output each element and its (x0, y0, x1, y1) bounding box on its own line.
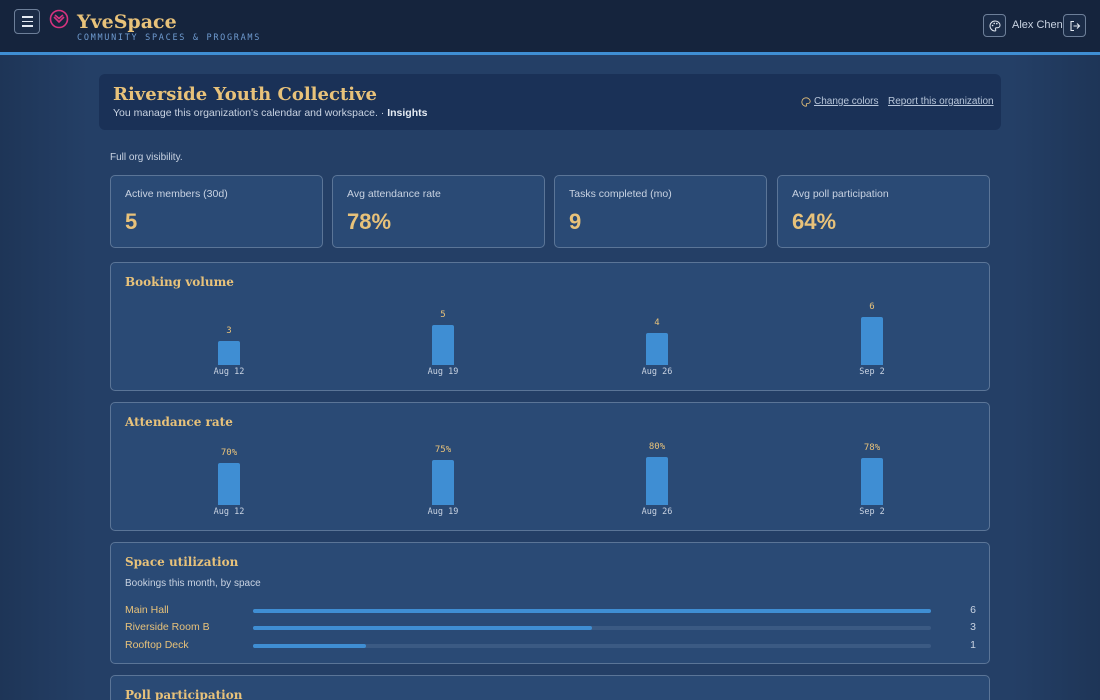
chart-bar (646, 457, 668, 505)
utilization-row: Main Hall 6 (125, 604, 976, 618)
bar-value-label: 75% (434, 445, 452, 455)
stat-label: Tasks completed (mo) (569, 188, 672, 200)
brand-name[interactable]: YveSpace (77, 11, 177, 33)
visibility-note: Full org visibility. (110, 152, 183, 163)
stat-value: 9 (569, 209, 582, 234)
hamburger-icon (21, 16, 33, 18)
bar-value-label: 6 (869, 302, 875, 312)
panel-title: Space utilization (125, 555, 239, 569)
palette-icon (801, 96, 811, 107)
stat-card-attendance: Avg attendance rate 78% (332, 175, 545, 248)
panel-title: Poll participation (125, 688, 243, 700)
chart-bar (218, 463, 240, 505)
utilization-row: Rooftop Deck 1 (125, 639, 976, 653)
theme-button[interactable] (983, 14, 1006, 37)
space-name: Rooftop Deck (125, 639, 189, 651)
utilization-track (253, 644, 931, 648)
space-name: Main Hall (125, 604, 169, 616)
booking-count: 3 (970, 621, 976, 633)
chart-bar (646, 333, 668, 365)
bar-category-label: Sep 2 (859, 507, 885, 517)
booking-volume-panel: Booking volume 3 Aug 12 5 Aug 19 4 Aug 26 6 Sep… (110, 262, 990, 391)
chart-bar (861, 458, 883, 505)
bar-category-label: Aug 12 (213, 367, 245, 377)
bar-category-label: Aug 26 (641, 367, 673, 377)
stat-card-active-members: Active members (30d) 5 (110, 175, 323, 248)
stat-value: 64% (792, 209, 837, 234)
top-bar: YveSpace COMMUNITY SPACES & PROGRAMS Ale… (0, 0, 1100, 55)
attendance-rate-chart: 70% Aug 12 75% Aug 19 80% Aug 26 78% Sep 2 (111, 403, 991, 531)
org-subtitle: You manage this organization's calendar … (113, 107, 428, 119)
utilization-row: Riverside Room B 3 (125, 621, 976, 635)
chart-title: Attendance rate (125, 415, 233, 429)
stat-card-poll: Avg poll participation 64% (777, 175, 990, 248)
bar-value-label: 70% (220, 448, 238, 458)
chart-bar (861, 317, 883, 365)
brand-tagline: COMMUNITY SPACES & PROGRAMS (77, 33, 262, 43)
stat-label: Avg poll participation (792, 188, 889, 200)
utilization-bar (253, 626, 592, 630)
space-utilization-panel: Space utilization Bookings this month, b… (110, 542, 990, 664)
bar-value-label: 4 (654, 318, 660, 328)
panel-subtitle: Bookings this month, by space (125, 578, 261, 589)
booking-volume-chart: 3 Aug 12 5 Aug 19 4 Aug 26 6 Sep 2 (111, 263, 991, 391)
chart-bar (432, 325, 454, 365)
menu-button[interactable] (14, 9, 40, 34)
chart-bar (432, 460, 454, 505)
report-organization-link[interactable]: Report this organization (888, 96, 994, 107)
chart-title: Booking volume (125, 275, 234, 289)
bar-value-label: 5 (440, 310, 446, 320)
attendance-rate-panel: Attendance rate 70% Aug 12 75% Aug 19 80% Aug… (110, 402, 990, 531)
bar-category-label: Aug 12 (213, 507, 245, 517)
utilization-track (253, 626, 931, 630)
logout-icon (1069, 20, 1080, 31)
palette-icon (989, 19, 1001, 32)
change-colors-link[interactable]: Change colors (801, 96, 878, 107)
poll-participation-panel: Poll participation (110, 675, 990, 700)
bar-value-label: 78% (863, 443, 881, 454)
bar-category-label: Aug 19 (427, 507, 459, 517)
bar-value-label: 80% (648, 442, 666, 452)
utilization-track (253, 609, 931, 613)
chart-bar (218, 341, 240, 365)
utilization-bar (253, 609, 931, 613)
stat-value: 78% (347, 209, 392, 234)
org-title: Riverside Youth Collective (113, 84, 377, 105)
bar-category-label: Sep 2 (859, 367, 885, 377)
utilization-bar (253, 644, 366, 648)
bar-category-label: Aug 19 (427, 367, 459, 377)
booking-count: 1 (970, 639, 976, 651)
stat-card-tasks: Tasks completed (mo) 9 (554, 175, 767, 248)
bar-category-label: Aug 26 (641, 507, 673, 517)
booking-count: 6 (970, 604, 976, 616)
section-name: Insights (387, 107, 428, 119)
logout-button[interactable] (1063, 14, 1086, 37)
stat-value: 5 (125, 209, 138, 234)
space-name: Riverside Room B (125, 621, 210, 633)
org-header-card: Riverside Youth Collective You manage th… (99, 74, 1001, 130)
logo-icon (49, 9, 69, 29)
user-name[interactable]: Alex Chen (1012, 19, 1063, 31)
bar-value-label: 3 (226, 326, 232, 336)
stat-label: Avg attendance rate (347, 188, 441, 200)
stat-label: Active members (30d) (125, 188, 228, 200)
